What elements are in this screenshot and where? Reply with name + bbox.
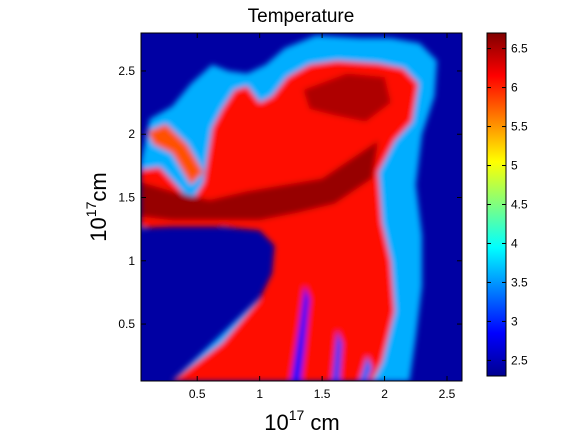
y-tick-label: 2 — [128, 127, 135, 141]
y-tick-label: 2.5 — [118, 64, 135, 78]
plot-frame — [140, 32, 463, 382]
heatmap-region-hot-core — [141, 140, 379, 221]
colorbar-tick-label: 6.5 — [511, 42, 528, 56]
colorbar-tick-label: 2.5 — [511, 353, 528, 367]
y-axis-label-base: 10 — [86, 217, 111, 241]
colorbar-tick-label: 4 — [511, 236, 518, 250]
y-tick-label: 1.5 — [118, 191, 135, 205]
colorbar-gradient — [487, 33, 506, 376]
colorbar: 2.5 3 3.5 4 4.5 5 5.5 6 6.5 — [486, 32, 528, 377]
y-axis-label-unit: cm — [86, 172, 111, 201]
heatmap-region-cool-channel-1 — [290, 286, 310, 381]
heatmap-region-branch-upper-left — [147, 124, 204, 185]
y-axis: 0.5 1 1.5 2 2.5 — [118, 64, 462, 331]
x-axis: 0.5 1 1.5 2 2.5 — [189, 33, 456, 401]
chart-title: Temperature — [248, 6, 355, 27]
x-axis-label: 1017 cm — [264, 407, 340, 435]
colorbar-tick-label: 5 — [511, 159, 518, 173]
heatmap-region-cool-channel-2 — [332, 330, 343, 381]
colorbar-tick-label: 3 — [511, 314, 518, 328]
x-tick-label: 1 — [256, 387, 263, 401]
plot-area — [141, 33, 462, 381]
x-axis-label-base: 10 — [264, 410, 288, 435]
y-tick-label: 1 — [128, 254, 135, 268]
colorbar-tick-label: 5.5 — [511, 120, 528, 134]
x-axis-label-unit: cm — [304, 410, 339, 435]
y-tick-label: 0.5 — [118, 317, 135, 331]
colorbar-tick-label: 6 — [511, 81, 518, 95]
heatmap-region-upper-core — [303, 73, 391, 122]
colorbar-tick-label: 4.5 — [511, 198, 528, 212]
x-tick-label: 0.5 — [189, 387, 206, 401]
x-tick-label: 1.5 — [314, 387, 331, 401]
x-axis-label-exponent: 17 — [289, 407, 305, 423]
heatmap-region-cool-channel-3 — [359, 355, 373, 381]
colorbar-tick-label: 3.5 — [511, 275, 528, 289]
y-axis-label: 1017cm — [83, 172, 111, 241]
y-axis-label-exponent: 17 — [83, 201, 99, 217]
heatmap-region-main-flow — [141, 60, 419, 381]
x-tick-label: 2 — [381, 387, 388, 401]
x-tick-label: 2.5 — [439, 387, 456, 401]
